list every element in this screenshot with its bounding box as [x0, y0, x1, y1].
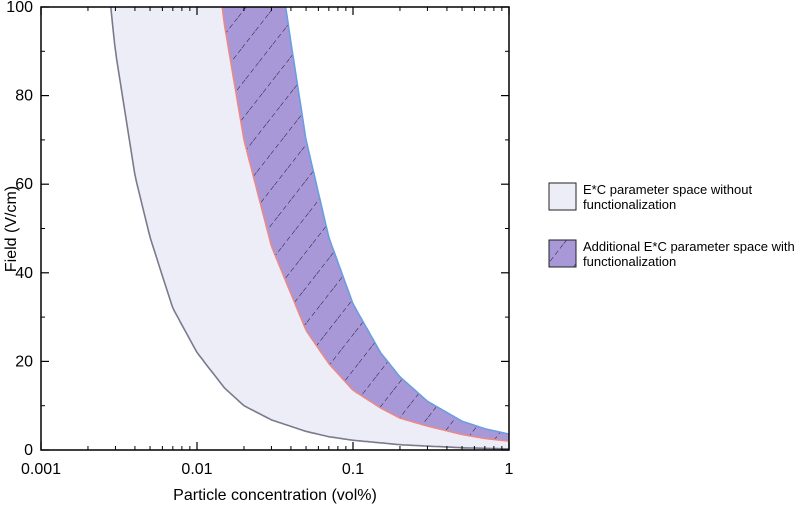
- y-tick-label: 80: [15, 88, 33, 105]
- legend-swatch-hatch-2: [548, 239, 577, 268]
- x-axis-title: Particle concentration (vol%): [173, 487, 377, 504]
- series-area-1: [110, 7, 509, 449]
- boundary-line-without-upper: [221, 7, 509, 442]
- y-tick-label: 0: [24, 442, 33, 459]
- x-tick-label: 0.01: [181, 461, 212, 478]
- y-tick-label: 100: [6, 0, 33, 16]
- x-tick-label: 0.1: [342, 461, 364, 478]
- y-tick-label: 60: [15, 176, 33, 193]
- legend-label-1: E*C parameter space without functionaliza…: [583, 182, 752, 212]
- y-axis-title: Field (V/cm): [3, 186, 20, 272]
- boundary-line-with-upper: [284, 7, 509, 435]
- legend-swatch-1: [548, 182, 577, 211]
- y-tick-label: 20: [15, 353, 33, 370]
- legend: E*C parameter space without functionaliza…: [548, 182, 795, 269]
- boundary-line-without-lower: [110, 7, 509, 450]
- series-hatch-2: [222, 7, 509, 442]
- y-tick-label: 40: [15, 265, 33, 282]
- x-tick-label: 1: [505, 461, 514, 478]
- x-tick-label: 0.001: [21, 461, 61, 478]
- legend-label-2: Additional E*C parameter space with funct…: [583, 239, 795, 269]
